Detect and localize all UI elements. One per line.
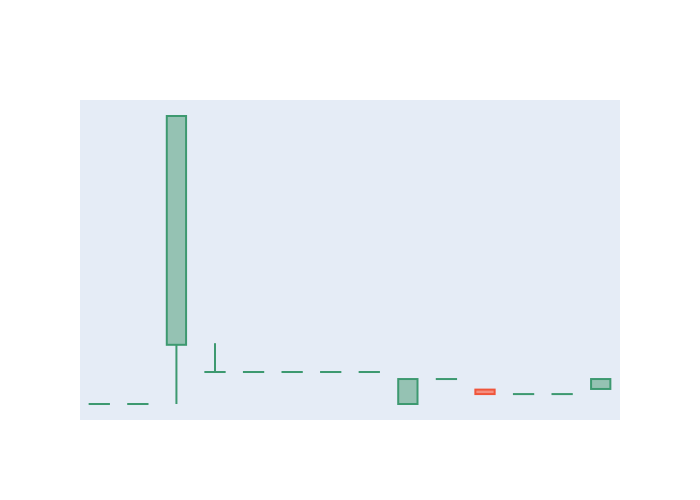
candle-9 (397, 378, 419, 406)
candle-11 (474, 388, 496, 396)
candle-body (590, 378, 612, 390)
candle-3 (165, 115, 188, 404)
candle-body (165, 115, 188, 346)
candle-body (474, 388, 496, 396)
candle-4 (204, 343, 226, 374)
candle-body (397, 378, 419, 406)
candle-14 (590, 378, 612, 390)
candles-layer (88, 115, 612, 406)
plot-area (80, 100, 620, 420)
